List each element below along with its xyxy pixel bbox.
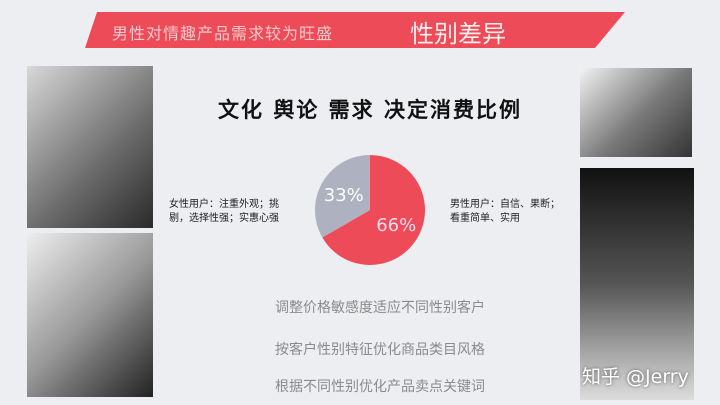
banner-subtitle: 男性对情趣产品需求较为旺盛 <box>112 24 334 43</box>
male-desc-line: 看重简单、实用 <box>450 213 520 224</box>
tip-2: 按客户性别特征优化商品类目风格 <box>275 342 485 358</box>
male-desc-line: 男性用户：自信、果断； <box>450 199 560 210</box>
photo-young-man <box>580 168 694 400</box>
headline: 文化 舆论 需求 决定消费比例 <box>218 98 522 122</box>
watermark: 知乎 @Jerry <box>582 366 689 388</box>
tip-3: 根据不同性别优化产品卖点关键词 <box>275 379 485 395</box>
photo-woman-seated <box>27 66 153 228</box>
pie-label-male: 66% <box>376 215 416 236</box>
photo-woman-profile <box>27 233 153 397</box>
pie-slice-male <box>322 155 425 265</box>
male-description: 男性用户：自信、果断； 看重简单、实用 <box>450 198 560 226</box>
tip-1: 调整价格敏感度适应不同性别客户 <box>275 300 485 316</box>
female-description: 女性用户：注重外观；挑 剔，选择性强；实惠心强 <box>169 198 279 226</box>
pie-label-female: 33% <box>324 185 364 206</box>
title-banner <box>85 12 625 48</box>
banner-title: 性别差异 <box>410 20 506 48</box>
female-desc-line: 剔，选择性强；实惠心强 <box>169 213 279 224</box>
photo-man-bearded <box>580 68 692 157</box>
female-desc-line: 女性用户：注重外观；挑 <box>169 199 279 210</box>
pie-slice-female <box>315 154 370 238</box>
